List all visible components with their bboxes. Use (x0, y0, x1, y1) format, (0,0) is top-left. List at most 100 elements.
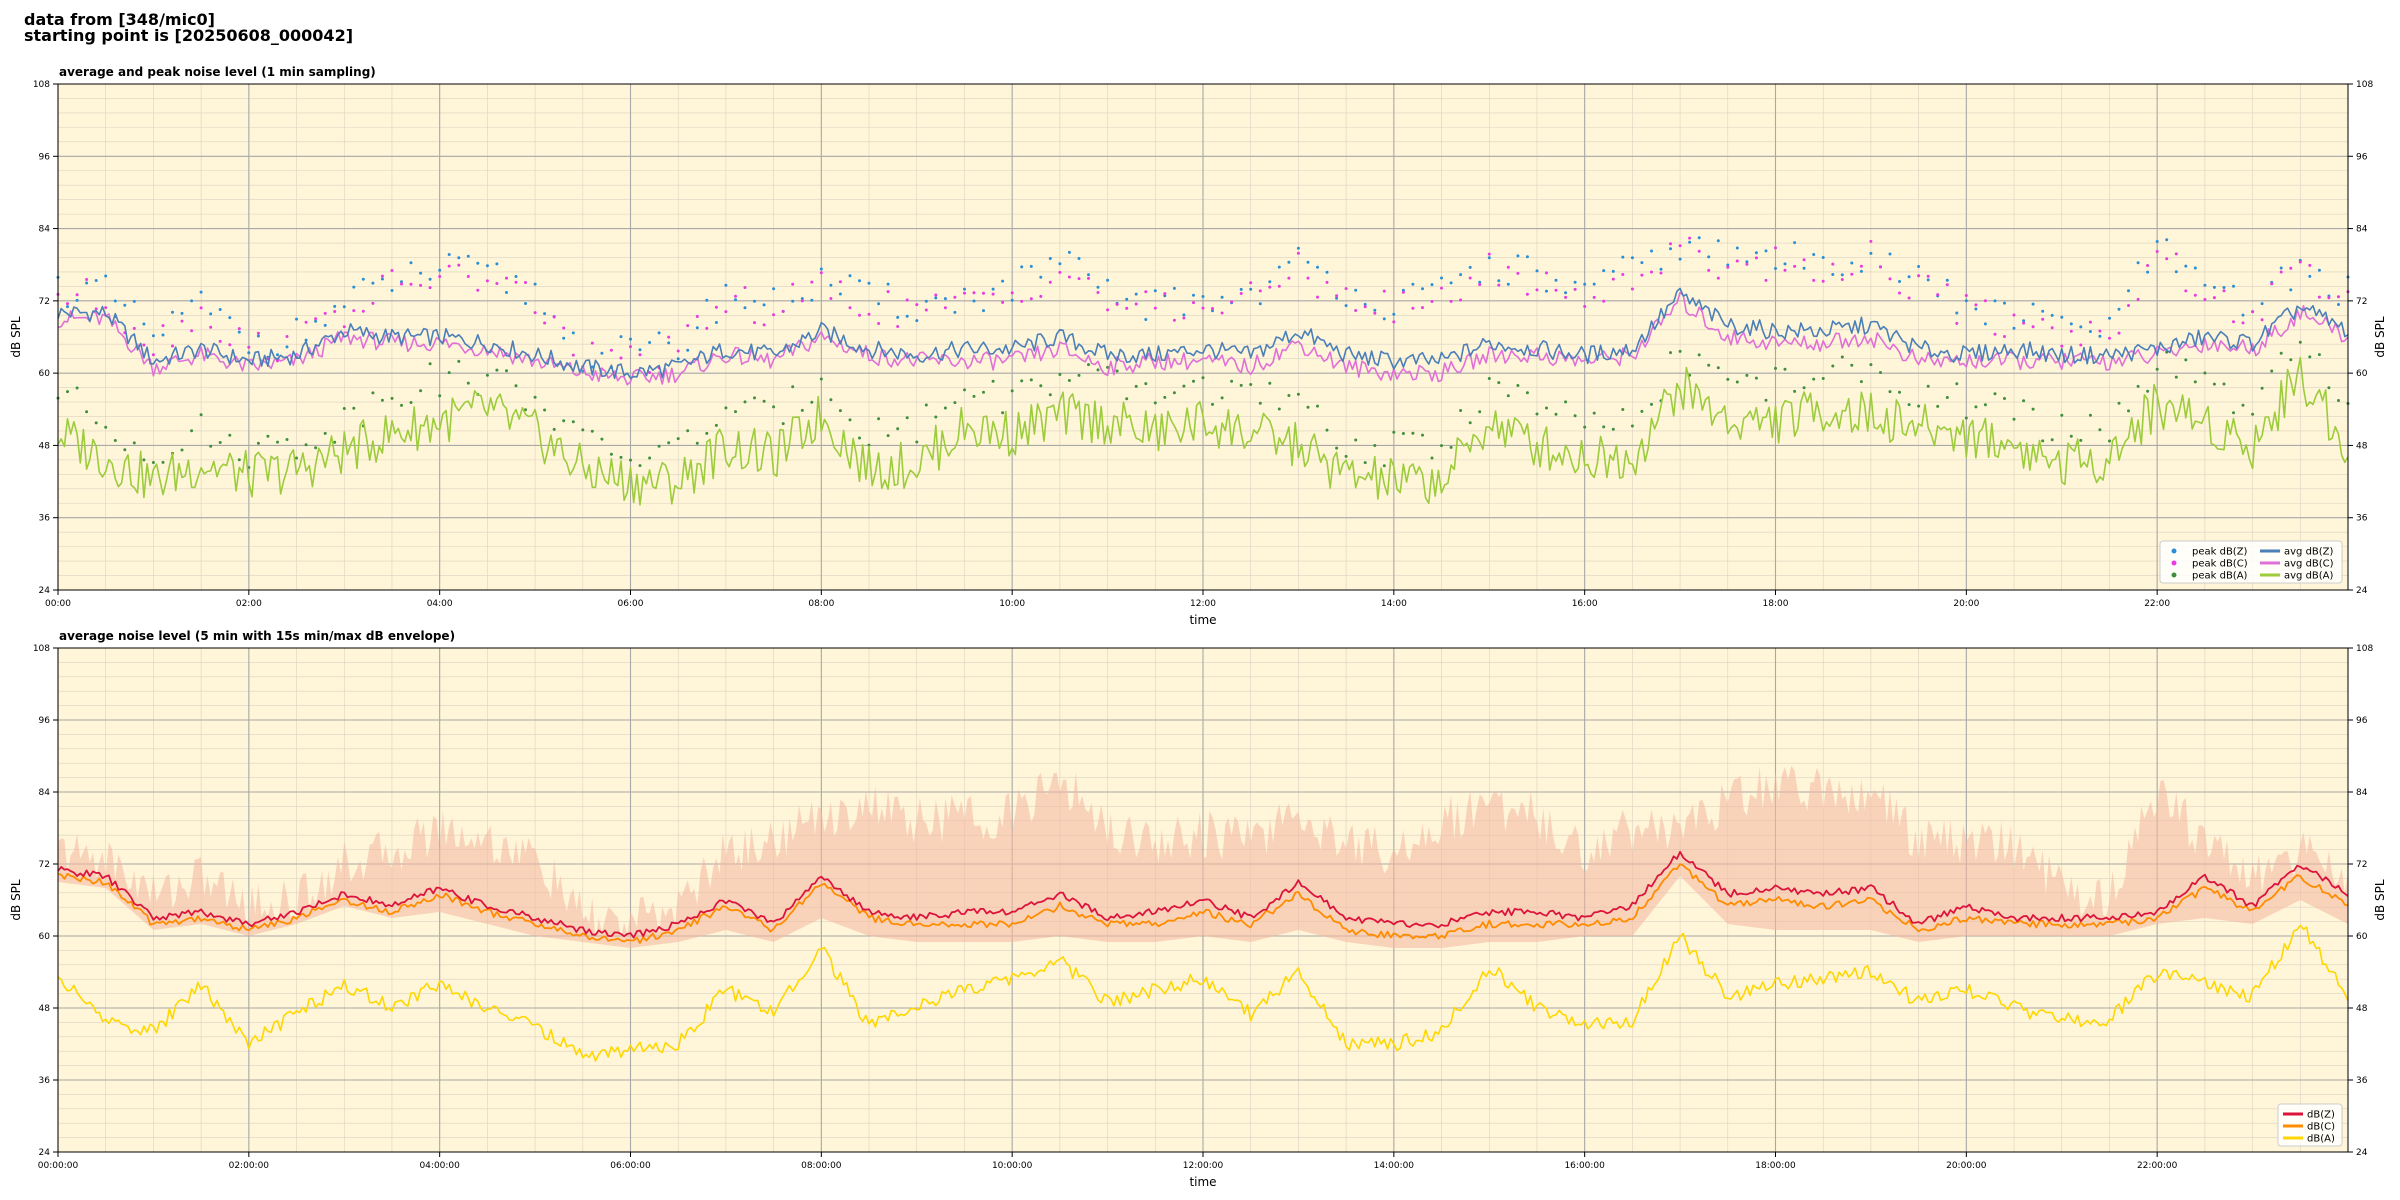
data-point (629, 345, 632, 349)
data-point (2088, 320, 2092, 324)
data-point (505, 276, 508, 280)
data-point (85, 278, 89, 281)
x-tick-label: 00:00:00 (38, 1161, 79, 1171)
data-point (371, 301, 375, 305)
data-point (638, 348, 642, 352)
legend-label: dB(C) (2307, 1122, 2335, 1133)
data-point (1678, 244, 1682, 248)
data-point (982, 291, 985, 295)
data-point (1993, 299, 1997, 303)
x-axis-label: time (1189, 1175, 1216, 1189)
data-point (2031, 407, 2035, 411)
data-point (1945, 283, 1949, 287)
data-point (1955, 321, 1959, 325)
data-point (1516, 254, 1520, 258)
data-point (371, 391, 375, 395)
data-point (1211, 402, 1214, 406)
data-point (1440, 286, 1443, 290)
data-point (151, 461, 155, 464)
data-point (619, 455, 623, 459)
data-point (1468, 421, 1472, 425)
data-point (1497, 283, 1501, 287)
y-tick-label: 96 (39, 152, 51, 162)
data-point (2270, 369, 2274, 373)
data-point (1831, 364, 1835, 368)
data-point (2184, 289, 2188, 293)
data-point (1220, 311, 1224, 315)
data-point (1898, 390, 1901, 394)
data-point (772, 313, 776, 317)
data-point (2337, 295, 2340, 299)
data-point (1745, 373, 1749, 377)
data-point (1487, 252, 1491, 256)
y-tick-label: 96 (2356, 152, 2368, 162)
data-point (1859, 269, 1863, 273)
data-point (877, 302, 881, 306)
data-point (1669, 247, 1672, 251)
data-point (2060, 344, 2064, 348)
data-point (2279, 270, 2283, 274)
data-point (543, 321, 547, 325)
data-point (1001, 279, 1005, 283)
data-point (1220, 396, 1224, 400)
data-point (400, 280, 403, 284)
data-point (352, 309, 356, 313)
data-point (1354, 438, 1358, 442)
data-point (1983, 322, 1987, 326)
data-point (2041, 309, 2045, 313)
data-point (676, 357, 680, 361)
data-point (2127, 409, 2130, 413)
data-point (743, 400, 747, 404)
data-point (2203, 298, 2207, 301)
data-point (714, 423, 718, 427)
data-point (1964, 416, 1968, 420)
y-tick-label: 108 (2356, 644, 2373, 654)
data-point (390, 269, 394, 272)
data-point (562, 326, 566, 330)
data-point (1764, 398, 1768, 402)
data-point (953, 295, 957, 299)
data-point (1192, 379, 1195, 383)
data-point (1153, 306, 1157, 310)
y-tick-label: 24 (2356, 1148, 2368, 1158)
data-point (848, 274, 852, 278)
data-point (323, 323, 327, 327)
data-point (829, 297, 833, 300)
data-point (1182, 313, 1186, 317)
data-point (810, 400, 814, 404)
data-point (209, 444, 213, 448)
data-point (2232, 411, 2235, 415)
legend: dB(Z)dB(C)dB(A) (2277, 1103, 2343, 1147)
data-point (151, 353, 155, 357)
data-point (552, 315, 556, 319)
data-point (1640, 261, 1644, 265)
data-point (686, 429, 690, 433)
data-point (409, 401, 413, 404)
data-point (676, 349, 680, 353)
data-point (123, 448, 127, 452)
data-point (142, 343, 146, 347)
data-point (905, 314, 909, 318)
data-point (1697, 249, 1701, 253)
data-point (1459, 298, 1463, 302)
data-point (858, 279, 861, 283)
data-point (2127, 304, 2130, 307)
data-point (409, 282, 413, 286)
envelope-band (58, 765, 2348, 948)
data-point (2174, 375, 2178, 379)
data-point (1735, 380, 1739, 384)
data-point (705, 298, 709, 302)
data-point (1048, 393, 1052, 397)
x-tick-label: 08:00 (808, 599, 834, 609)
starting-point-label: starting point is [20250608_000042] (24, 26, 354, 45)
data-point (1630, 424, 1634, 428)
data-point (1735, 246, 1739, 250)
data-point (1621, 408, 1625, 411)
data-point (590, 429, 594, 433)
data-point (342, 325, 346, 329)
data-point (1535, 288, 1539, 292)
data-point (581, 369, 585, 373)
chart-title: average and peak noise level (1 min samp… (59, 65, 376, 79)
data-point (2050, 313, 2054, 317)
x-tick-label: 22:00 (2144, 599, 2170, 609)
